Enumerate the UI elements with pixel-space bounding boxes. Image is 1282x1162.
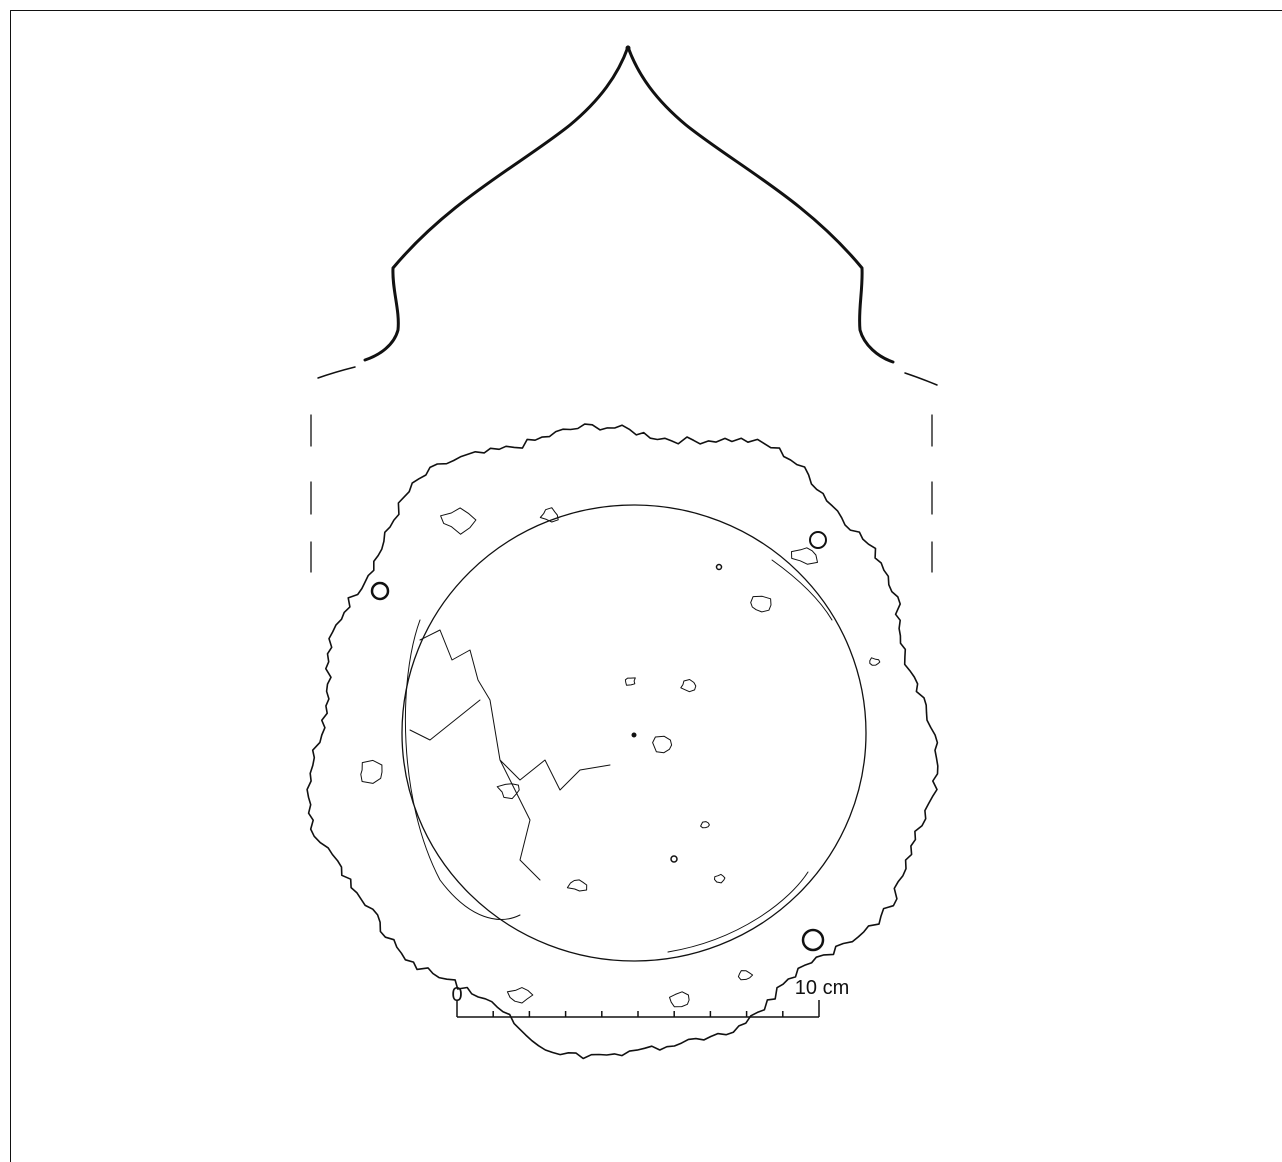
spot [539, 507, 559, 523]
spot [440, 507, 477, 535]
profile-view [310, 45, 938, 573]
hole [715, 563, 723, 571]
corrosion-edge [409, 629, 611, 881]
crown-rim [401, 504, 867, 962]
spot [496, 783, 520, 800]
spot [714, 873, 726, 884]
scale-ticks [456, 1000, 820, 1017]
rivet-hole [809, 531, 827, 549]
inner-rim [667, 871, 809, 953]
helmet-profile [626, 45, 895, 364]
outer-outline [306, 423, 939, 1060]
spot [669, 991, 690, 1008]
brim-edge [904, 372, 938, 386]
spot [566, 879, 588, 892]
hole [631, 732, 637, 738]
corrosion-spots [360, 507, 881, 1008]
spot [652, 735, 673, 754]
plan-view [306, 423, 939, 1060]
frame [10, 10, 1282, 1162]
scale-bar: 0 10 cm [451, 977, 849, 1018]
scale-end-label: 10 cm [795, 977, 849, 999]
spot [750, 595, 772, 613]
inner-rim [771, 559, 833, 621]
inner-rim [404, 619, 521, 920]
scale-start-label: 0 [451, 984, 462, 1006]
spot [360, 759, 383, 784]
rivet-hole [801, 928, 825, 952]
hole [670, 855, 678, 863]
projection-lines [310, 414, 933, 573]
spot [506, 987, 534, 1004]
rivet-hole [370, 581, 390, 601]
spot [737, 970, 754, 981]
spot [869, 657, 881, 666]
spot [791, 547, 818, 565]
apex [625, 45, 631, 51]
spot [624, 677, 636, 686]
spot [680, 679, 697, 693]
helmet-profile [363, 45, 630, 362]
spot [700, 821, 710, 829]
brim-edge [317, 366, 356, 379]
